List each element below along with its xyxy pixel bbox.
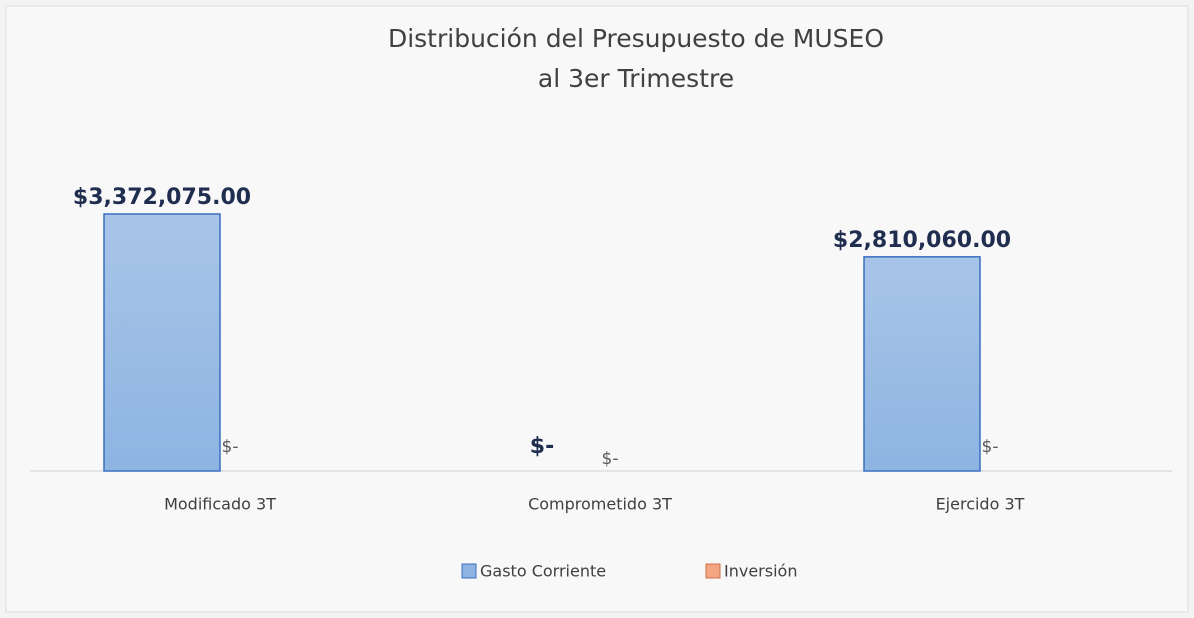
x-tick-label: Ejercido 3T xyxy=(936,495,1025,514)
legend-label: Gasto Corriente xyxy=(480,562,606,581)
x-tick-label: Modificado 3T xyxy=(164,495,276,514)
value-label: $2,810,060.00 xyxy=(833,228,1011,253)
value-label: $- xyxy=(602,449,619,469)
value-label: $- xyxy=(222,437,239,457)
value-label: $- xyxy=(530,434,554,459)
legend-swatch xyxy=(461,563,477,579)
legend-swatch xyxy=(705,563,721,579)
bar xyxy=(863,256,981,472)
legend-label: Inversión xyxy=(724,562,797,581)
chart-title: al 3er Trimestre xyxy=(538,64,734,93)
chart-title: Distribución del Presupuesto de MUSEO xyxy=(388,24,884,53)
bar xyxy=(103,213,221,472)
x-tick-label: Comprometido 3T xyxy=(528,495,672,514)
value-label: $3,372,075.00 xyxy=(73,185,251,210)
value-label: $- xyxy=(982,437,999,457)
